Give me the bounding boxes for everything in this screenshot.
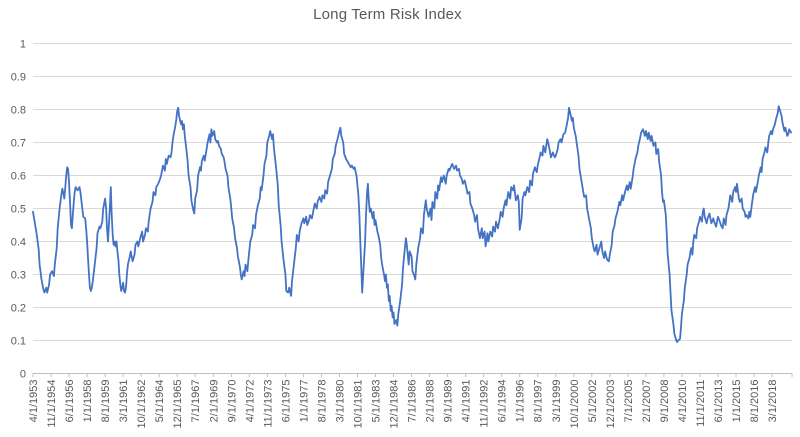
- x-tick-label: 4/1/1972: [244, 380, 256, 423]
- x-tick-label: 10/1/1981: [352, 380, 364, 429]
- y-tick-label: 0.2: [11, 303, 26, 315]
- x-tick-label: 9/1/2008: [659, 380, 671, 423]
- x-tick-label: 5/1/2002: [587, 380, 599, 423]
- x-tick-label: 5/1/1983: [370, 380, 382, 423]
- x-tick-label: 1/1/1996: [515, 380, 527, 423]
- x-tick-label: 2/1/1969: [208, 380, 220, 423]
- x-tick-label: 8/1/2016: [749, 380, 761, 423]
- x-tick-label: 4/1/1991: [461, 380, 473, 423]
- x-tick-label: 12/1/1984: [389, 380, 401, 429]
- y-tick-label: 0.3: [11, 270, 26, 282]
- x-tick-label: 6/1/2013: [713, 380, 725, 423]
- x-tick-label: 6/1/1975: [280, 380, 292, 423]
- y-tick-label: 0.1: [11, 336, 26, 348]
- x-tick-label: 1/1/1977: [298, 380, 310, 423]
- y-tick-label: 1: [20, 39, 26, 51]
- x-tick-label: 5/1/1964: [154, 380, 166, 423]
- x-tick-label: 1/1/1958: [82, 380, 94, 423]
- x-tick-label: 11/1/1954: [46, 380, 58, 428]
- y-tick-label: 0.9: [11, 72, 26, 84]
- x-tick-label: 8/1/1959: [100, 380, 112, 423]
- x-tick-label: 12/1/2003: [605, 380, 617, 429]
- x-tick-label: 4/1/2010: [677, 380, 689, 423]
- x-tick-label: 3/1/1961: [118, 380, 130, 423]
- x-tick-label: 2/1/1988: [425, 380, 437, 423]
- x-tick-label: 11/1/2011: [695, 380, 707, 427]
- x-tick-label: 11/1/1973: [262, 380, 274, 428]
- y-tick-label: 0.8: [11, 105, 26, 117]
- x-tick-label: 9/1/1970: [226, 380, 238, 423]
- x-tick-label: 7/1/2005: [623, 380, 635, 423]
- y-tick-label: 0: [20, 369, 26, 381]
- x-tick-label: 2/1/2007: [641, 380, 653, 423]
- x-tick-label: 4/1/1953: [28, 380, 40, 423]
- x-tick-label: 6/1/1994: [497, 380, 509, 423]
- chart-title: Long Term Risk Index: [313, 6, 462, 23]
- y-tick-label: 0.4: [11, 237, 26, 249]
- x-tick-label: 3/1/2018: [767, 380, 779, 423]
- y-tick-label: 0.7: [11, 138, 26, 150]
- x-tick-label: 8/1/1997: [533, 380, 545, 423]
- y-tick-label: 0.5: [11, 204, 26, 216]
- x-tick-label: 6/1/1956: [64, 380, 76, 423]
- x-tick-label: 10/1/2000: [569, 380, 581, 429]
- y-tick-label: 0.6: [11, 171, 26, 183]
- x-tick-label: 1/1/2015: [731, 380, 743, 423]
- x-tick-label: 11/1/1992: [479, 380, 491, 428]
- x-tick-label: 7/1/1986: [407, 380, 419, 423]
- risk-index-line-series: [32, 105, 792, 344]
- x-tick-label: 9/1/1989: [443, 380, 455, 423]
- x-tick-label: 8/1/1978: [316, 380, 328, 423]
- x-tick-label: 10/1/1962: [136, 380, 148, 429]
- x-tick-label: 3/1/1980: [334, 380, 346, 423]
- x-tick-label: 12/1/1965: [172, 380, 184, 429]
- x-tick-label: 3/1/1999: [551, 380, 563, 423]
- x-tick-label: 7/1/1967: [190, 380, 202, 423]
